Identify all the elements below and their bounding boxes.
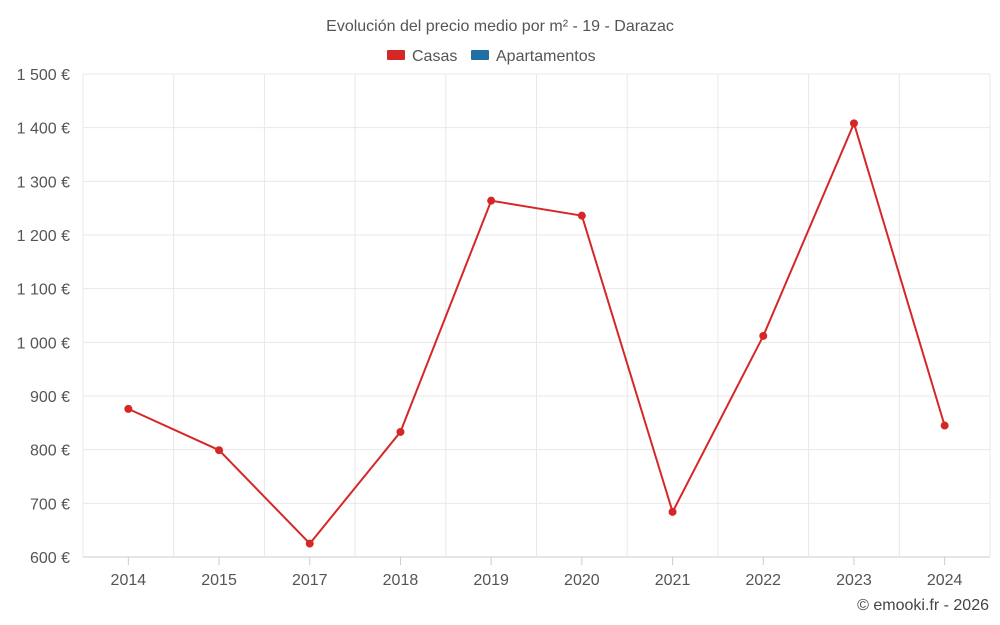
legend-label-apartamentos: Apartamentos <box>496 48 596 65</box>
y-tick-label: 600 € <box>30 550 70 567</box>
x-tick-label: 2021 <box>655 572 691 589</box>
data-point-casas-2020[interactable] <box>577 211 586 220</box>
legend-item-casas[interactable]: Casas <box>387 48 457 65</box>
y-tick-label: 800 € <box>30 443 70 460</box>
legend-swatch-casas <box>387 50 405 60</box>
data-point-casas-2018[interactable] <box>396 427 405 436</box>
x-tick-label: 2019 <box>473 572 509 589</box>
data-point-casas-2015[interactable] <box>215 446 224 455</box>
x-tick-label: 2017 <box>292 572 328 589</box>
legend-label-casas: Casas <box>412 48 457 65</box>
series-casas <box>124 119 949 548</box>
y-tick-label: 900 € <box>30 389 70 406</box>
y-tick-label: 1 500 € <box>17 67 70 84</box>
y-tick-label: 1 300 € <box>17 174 70 191</box>
y-tick-label: 700 € <box>30 496 70 513</box>
legend-swatch-apartamentos <box>471 50 489 60</box>
x-axis-ticks: 2014 2015 2017 2018 2019 2020 2021 2022 2023 2024 <box>111 557 963 589</box>
legend-item-apartamentos[interactable]: Apartamentos <box>471 48 596 65</box>
legend: Casas Apartamentos <box>387 48 596 65</box>
x-tick-label: 2014 <box>111 572 147 589</box>
x-tick-label: 2022 <box>745 572 781 589</box>
data-point-casas-2022[interactable] <box>759 331 768 340</box>
y-axis-ticks: 600 € 700 € 800 € 900 € 1 000 € 1 100 € 1 200 … <box>17 67 70 567</box>
series-line-casas <box>127 122 946 545</box>
x-tick-label: 2015 <box>201 572 237 589</box>
data-point-casas-2023[interactable] <box>849 119 858 128</box>
data-point-casas-2017[interactable] <box>305 539 314 548</box>
chart-title: Evolución del precio medio por m² - 19 -… <box>326 18 674 35</box>
y-tick-label: 1 400 € <box>17 121 70 138</box>
y-tick-label: 1 200 € <box>17 228 70 245</box>
y-tick-label: 1 100 € <box>17 282 70 299</box>
data-point-casas-2024[interactable] <box>940 421 949 430</box>
x-tick-label: 2018 <box>383 572 419 589</box>
data-point-casas-2014[interactable] <box>124 404 133 413</box>
data-point-casas-2021[interactable] <box>668 507 677 516</box>
data-point-casas-2019[interactable] <box>487 196 496 205</box>
x-tick-label: 2020 <box>564 572 600 589</box>
x-tick-label: 2024 <box>927 572 963 589</box>
grid <box>82 73 991 558</box>
x-tick-label: 2023 <box>836 572 872 589</box>
y-tick-label: 1 000 € <box>17 335 70 352</box>
credit-text: © emooki.fr - 2026 <box>857 597 989 614</box>
